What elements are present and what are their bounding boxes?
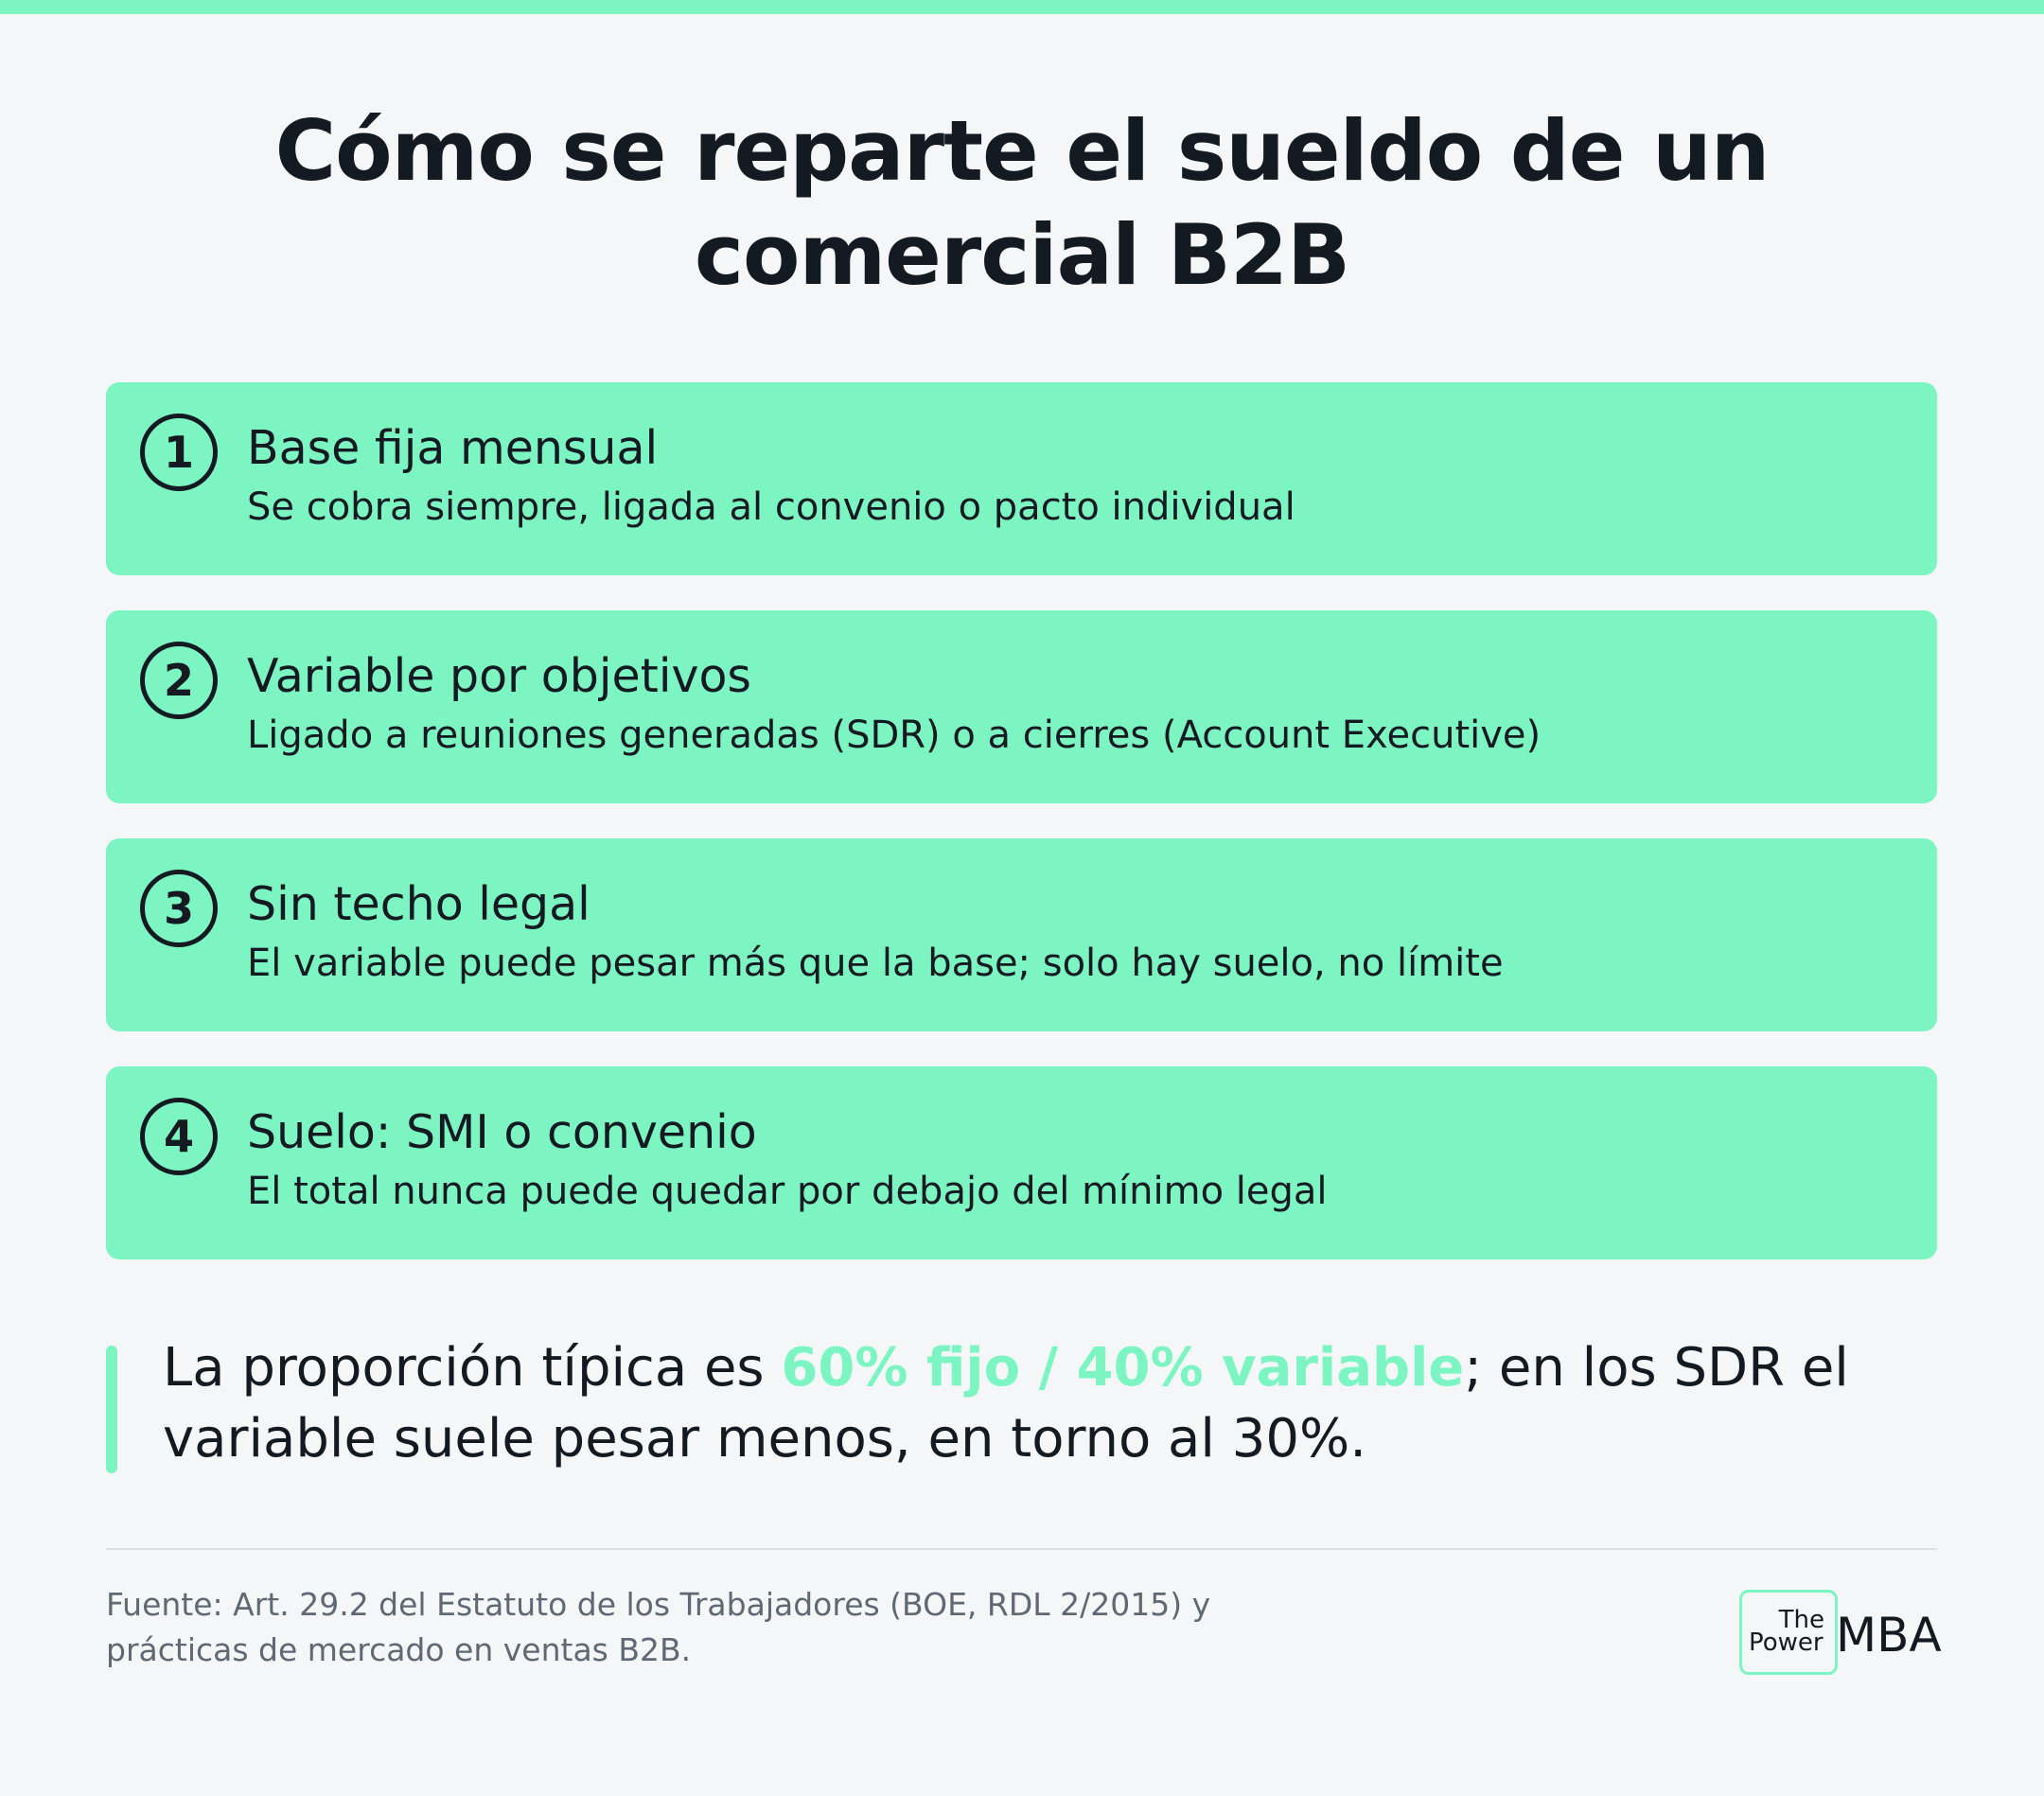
logo-frame <box>1739 1590 1838 1675</box>
title-line-1: Cómo se reparte el sueldo de un <box>274 102 1771 200</box>
card-title: Suelo: SMI o convenio <box>247 1105 757 1159</box>
logo-mba: MBA <box>1836 1608 1942 1663</box>
component-card-variable: 2 Variable por objetivos Ligado a reunio… <box>106 610 1937 803</box>
footer-divider <box>106 1548 1937 1550</box>
component-card-suelo: 4 Suelo: SMI o convenio El total nunca p… <box>106 1066 1937 1259</box>
card-title: Sin techo legal <box>247 877 590 931</box>
the-power-mba-logo: The Power MBA <box>1739 1590 1942 1679</box>
top-accent-bar <box>0 0 2044 14</box>
number-badge: 2 <box>140 642 218 719</box>
quote-accent-bar <box>106 1346 117 1473</box>
title-line-2: comercial B2B <box>694 206 1350 304</box>
key-takeaway: La proporción típica es 60% fijo / 40% v… <box>163 1332 1913 1474</box>
takeaway-prefix: La proporción típica es <box>163 1337 782 1399</box>
card-description: El total nunca puede quedar por debajo d… <box>247 1170 1328 1213</box>
source-line-1: Fuente: Art. 29.2 del Estatuto de los Tr… <box>106 1586 1211 1623</box>
logo-power: Power <box>1749 1629 1824 1657</box>
logo-the: The <box>1778 1606 1824 1634</box>
card-title: Base fija mensual <box>247 421 659 475</box>
number-badge: 3 <box>140 870 218 947</box>
takeaway-suffix: ; en los SDR el variable suele pesar men… <box>163 1337 1849 1470</box>
card-description: Se cobra siempre, ligada al convenio o p… <box>247 485 1295 529</box>
component-card-sin-techo: 3 Sin techo legal El variable puede pesa… <box>106 838 1937 1031</box>
page-title: Cómo se reparte el sueldo de un comercia… <box>95 99 1949 308</box>
number-badge: 4 <box>140 1098 218 1175</box>
card-description: El variable puede pesar más que la base;… <box>247 942 1504 985</box>
component-card-base-fija: 1 Base fija mensual Se cobra siempre, li… <box>106 382 1937 575</box>
number-badge: 1 <box>140 414 218 491</box>
takeaway-emphasis: 60% fijo / 40% variable <box>781 1337 1465 1399</box>
source-note: Fuente: Art. 29.2 del Estatuto de los Tr… <box>106 1582 1336 1673</box>
source-line-2: prácticas de mercado en ventas B2B. <box>106 1631 692 1668</box>
card-description: Ligado a reuniones generadas (SDR) o a c… <box>247 713 1542 757</box>
card-title: Variable por objetivos <box>247 649 751 703</box>
